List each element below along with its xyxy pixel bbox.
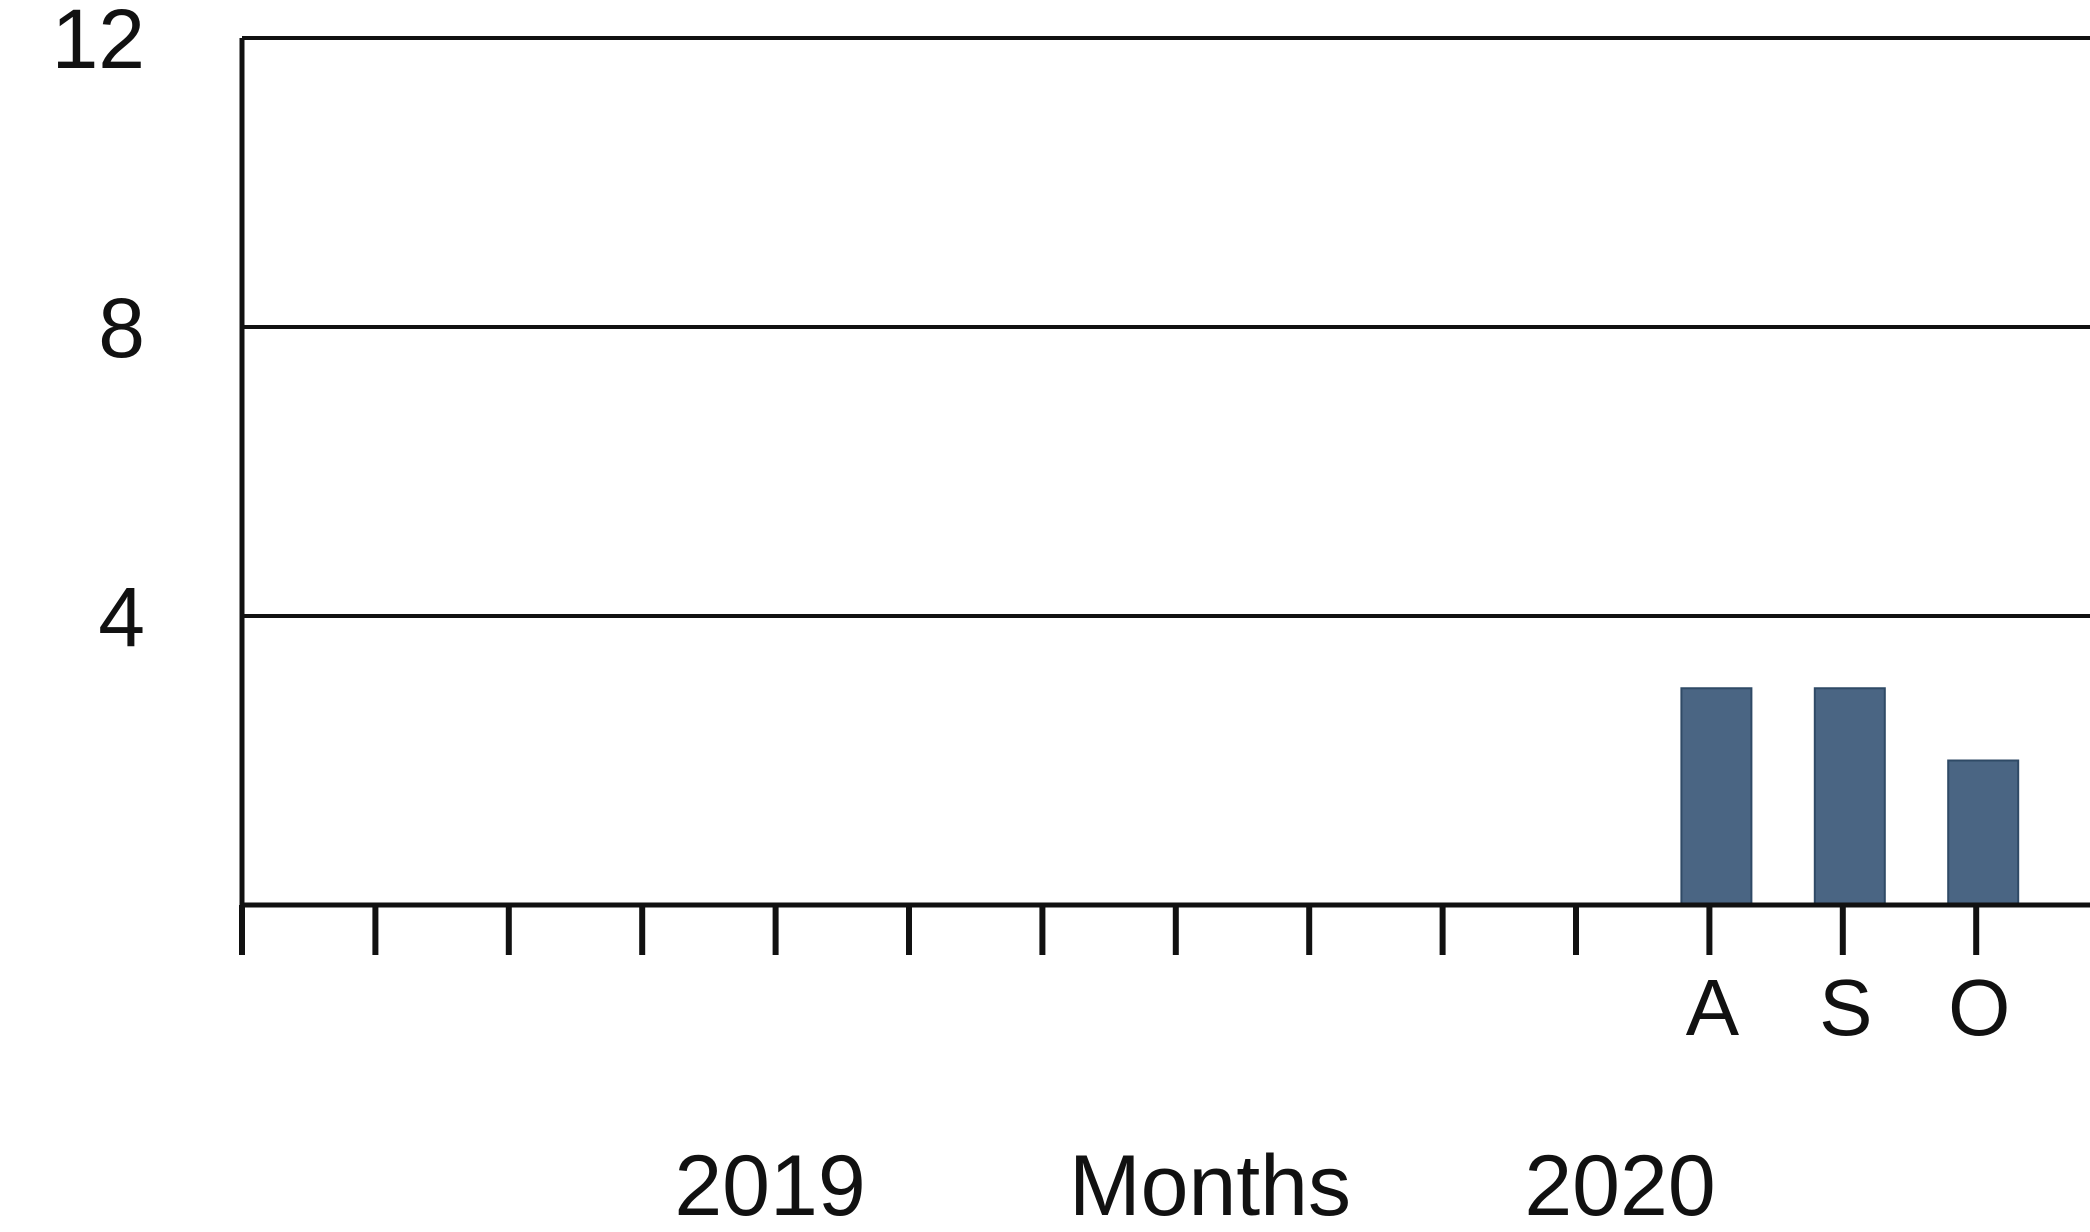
axis-layer — [239, 38, 2090, 908]
y-tick-label: 8 — [98, 281, 145, 375]
x-axis-title: Months — [1069, 1138, 1351, 1232]
bars-layer — [1680, 687, 2020, 906]
bar-O — [1947, 759, 2020, 906]
x-axis-captions: 2019 Months 2020 — [674, 1138, 1715, 1232]
y-tick-label: 4 — [98, 570, 145, 664]
bar-A — [1680, 687, 1753, 906]
y-tick-label: 12 — [52, 0, 145, 86]
grid-layer — [242, 36, 2090, 618]
y-tick-labels: 4 8 12 — [52, 0, 145, 664]
bar-S — [1813, 687, 1886, 906]
year-start-label: 2019 — [674, 1138, 865, 1232]
year-end-label: 2020 — [1524, 1138, 1715, 1232]
x-tick-label: S — [1819, 963, 1872, 1052]
x-tick-label: O — [1948, 963, 2010, 1052]
x-tick-label: A — [1686, 963, 1740, 1052]
